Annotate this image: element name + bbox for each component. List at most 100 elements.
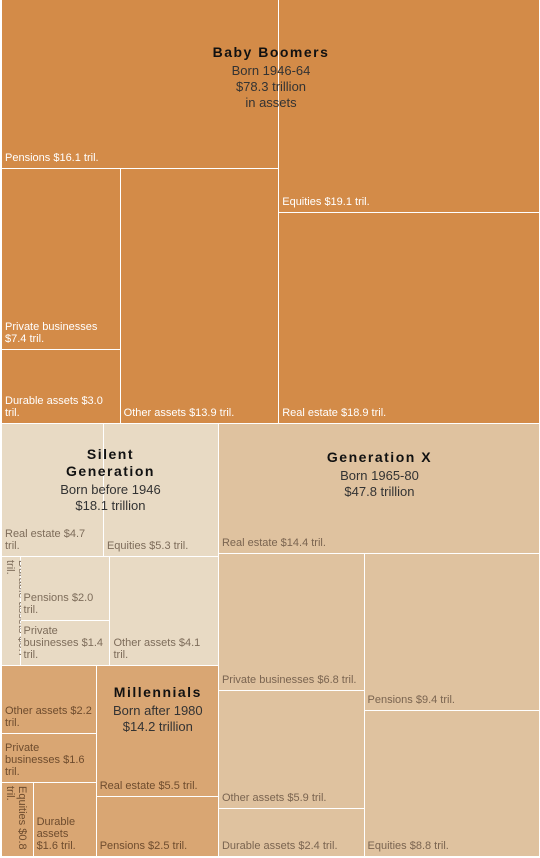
item-name: Other assets: [113, 637, 176, 650]
cell: Pensions $16.1 tril.: [2, 0, 280, 169]
group-heading: Silent Generation Born before 1946 $18.1 t…: [45, 446, 175, 514]
item-name: Equities: [282, 195, 322, 208]
cell: Private businesses $7.4 tril.: [2, 168, 121, 351]
item-value: $5.9 tril.: [287, 791, 327, 804]
cell-label: Pensions $2.5 tril.: [100, 840, 215, 852]
item-value: $8.8 tril.: [409, 839, 449, 852]
cell-label: Private businesses $6.8 tril.: [222, 674, 361, 686]
cell: Pensions $2.0 tril.: [20, 557, 111, 622]
item-value: $2.4 tril.: [298, 839, 338, 852]
item-value: $5.5 tril.: [158, 780, 198, 793]
cell: Equities $5.3 tril.: [103, 423, 219, 558]
cell-label: Equities $0.8 tril.: [4, 786, 28, 856]
item-value: $2.5 tril.: [148, 839, 188, 852]
cell: Other assets $5.9 tril.: [218, 690, 365, 809]
group-born: Born 1965-80: [340, 467, 419, 483]
cell-label: Real estate $14.4 tril.: [222, 537, 536, 549]
cell: Real estate $18.9 tril.: [279, 212, 540, 424]
group-title: Generation X: [326, 448, 433, 465]
item-value: $4.1 tril.: [113, 637, 201, 662]
cell-label: Real estate $18.9 tril.: [282, 407, 536, 419]
cell-label: Private businesses $7.4 tril.: [5, 321, 117, 345]
item-name: Private businesses: [221, 673, 315, 686]
item-name: Real estate: [5, 528, 61, 541]
cell-label: Durable assets $3.0 tril.: [5, 395, 117, 419]
item-name: Pensions: [23, 592, 69, 605]
cell: Other assets $13.9 tril.: [120, 168, 280, 424]
group-title: Baby Boomers: [212, 44, 330, 60]
cell-label: Durable assets $1.6 tril.: [37, 816, 93, 852]
item-name: Durable assets: [221, 839, 296, 852]
cell: Equities $8.8 tril.: [364, 710, 540, 857]
cell-label: Equities $5.3 tril.: [107, 540, 215, 552]
item-value: $1.4 tril.: [23, 637, 104, 662]
cell: Durable assets $1.6 tril.: [33, 783, 97, 857]
item-name: Equities: [367, 839, 407, 852]
group-born: Born 1946-64: [231, 63, 311, 78]
group-born: Born before 1946: [60, 481, 161, 497]
item-name: Equities: [106, 540, 147, 553]
item-name: Real estate: [99, 780, 156, 793]
item-value: $3.0 tril.: [5, 394, 103, 419]
item-name: Other assets: [5, 705, 68, 718]
item-value: $0.8 tril.: [4, 786, 28, 850]
item-name: Other assets: [123, 406, 186, 419]
item-name: Private businesses: [5, 742, 61, 767]
item-name: Private businesses: [23, 625, 79, 650]
cell-label: Private businesses $1.4 tril.: [24, 625, 107, 661]
cell-label: Other assets $5.9 tril.: [222, 792, 361, 804]
group-born: Born after 1980: [113, 703, 203, 719]
group-heading: Millennials Born after 1980 $14.2 trillion: [113, 684, 203, 735]
cell-label: Durable assets $2.4 tril.: [222, 840, 361, 852]
item-value: $4.7 tril.: [5, 528, 86, 553]
item-value: $2.2 tril.: [5, 705, 92, 730]
cell-label: Equities $19.1 tril.: [282, 196, 536, 208]
item-value: $16.1 tril.: [53, 151, 99, 164]
cell-label: Real estate $4.7 tril.: [5, 528, 100, 552]
item-name: Durable assets: [36, 815, 76, 840]
cell-label: Real estate $5.5 tril.: [100, 780, 215, 792]
item-value: $6.8 tril.: [317, 673, 357, 686]
cell-label: Pensions $9.4 tril.: [368, 694, 536, 706]
item-value: $1.6 tril.: [36, 839, 76, 852]
cell: Pensions $2.5 tril.: [96, 797, 219, 857]
cell: Durable assets $2.4 tril.: [218, 808, 365, 857]
item-name: Real estate: [221, 537, 278, 550]
cell-label: Equities $8.8 tril.: [368, 840, 536, 852]
cell: Other assets $4.1 tril.: [110, 557, 219, 667]
group-total: $78.3 trillion: [235, 79, 307, 94]
cell-label: Pensions $2.0 tril.: [24, 592, 107, 616]
cell: Real estate $14.4 tril.: [218, 423, 540, 555]
cell: Equities $19.1 tril.: [279, 0, 540, 213]
item-value: $5.3 tril.: [149, 540, 189, 553]
cell: Other assets $2.2 tril.: [2, 666, 97, 735]
cell-label: Other assets $13.9 tril.: [124, 407, 276, 419]
cell: Private businesses $6.8 tril.: [218, 554, 365, 691]
item-value: $18.9 tril.: [340, 406, 387, 419]
item-name: Durable assets: [5, 394, 79, 407]
cell-label: Other assets $2.2 tril.: [5, 705, 93, 729]
cell-label: Pensions $16.1 tril.: [5, 152, 275, 164]
group-note: in assets: [245, 95, 297, 110]
group-heading: Generation X Born 1965-80 $47.8 trillion: [327, 449, 432, 500]
item-value: $13.9 tril.: [189, 406, 235, 419]
group-title: Silent Generation: [66, 445, 155, 479]
cell: Real estate $4.7 tril.: [2, 423, 104, 558]
item-value: $19.1 tril.: [324, 195, 370, 208]
cell: Private businesses $1.4 tril.: [20, 621, 111, 667]
item-name: Pensions: [5, 151, 51, 164]
group-title: Millennials: [113, 684, 202, 701]
item-name: Real estate: [282, 406, 338, 419]
cell-label: Private businesses $1.6 tril.: [5, 742, 93, 778]
item-name: Pensions: [367, 693, 413, 706]
cell: Equities $0.8 tril.: [2, 783, 34, 857]
item-value: $1.6 tril.: [5, 754, 85, 779]
item-value: $9.4 tril.: [415, 693, 455, 706]
cell: Real estate $5.5 tril.: [96, 666, 219, 798]
cell: Private businesses $1.6 tril.: [2, 734, 97, 784]
group-total: $47.8 trillion: [344, 483, 415, 499]
item-name: Other assets: [221, 791, 285, 804]
group-total: $14.2 trillion: [122, 719, 193, 735]
item-name: Equities: [16, 786, 28, 826]
